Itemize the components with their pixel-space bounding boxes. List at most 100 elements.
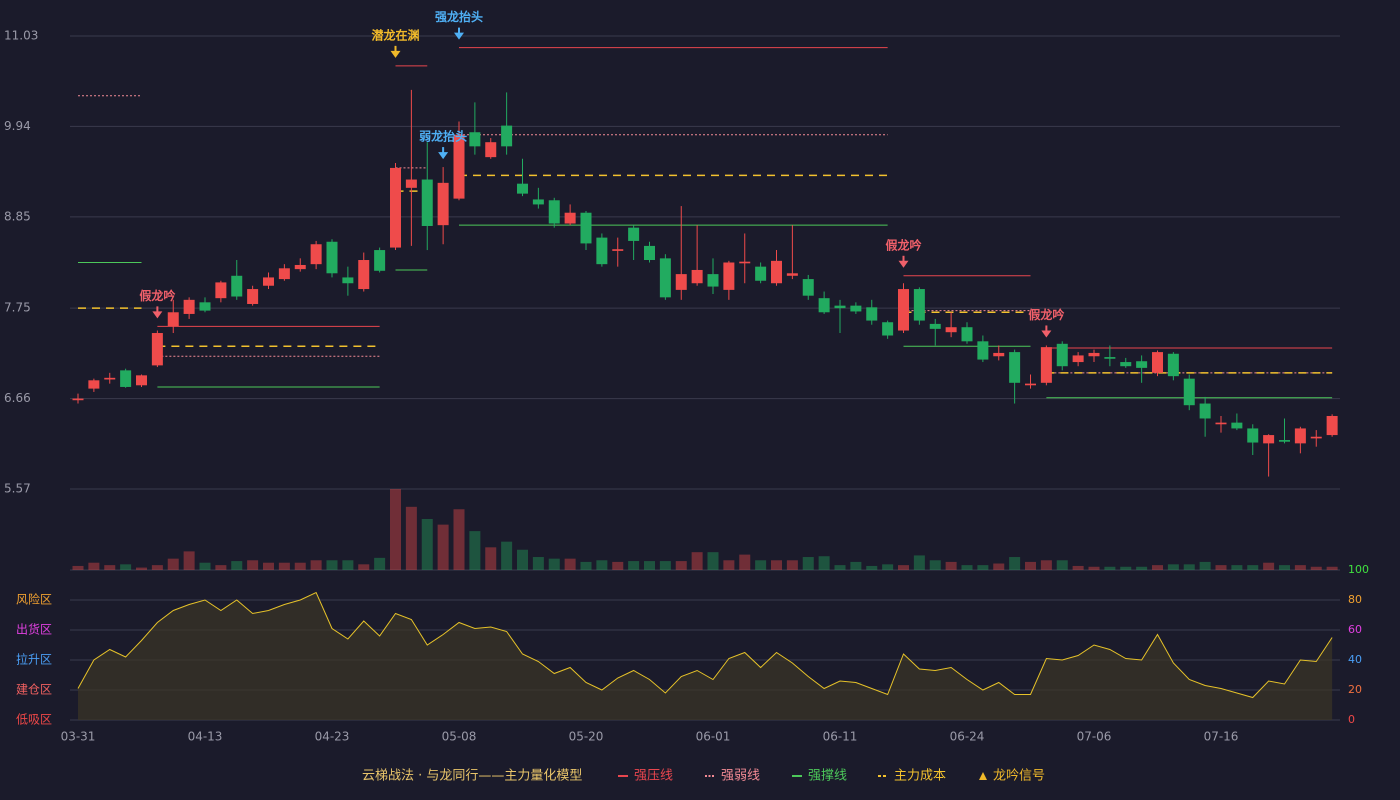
volume-bar: [659, 561, 671, 570]
candle-body: [136, 375, 147, 386]
indicator-tick-label: 0: [1348, 713, 1355, 726]
candle-body: [834, 305, 846, 309]
legend-label: 强弱线: [721, 769, 760, 784]
volume-bar: [1231, 565, 1243, 570]
y-tick-label: 8.85: [4, 209, 31, 223]
volume-bar: [183, 551, 195, 570]
volume-bar: [723, 560, 735, 570]
candle-body: [120, 370, 132, 387]
candle-body: [517, 183, 528, 194]
volume-bar: [644, 561, 655, 570]
candle-body: [151, 333, 163, 366]
volume-bar: [786, 560, 798, 570]
volume-bar: [691, 552, 703, 570]
volume-bar: [374, 557, 386, 570]
x-tick-label: 07-16: [1204, 730, 1239, 744]
candle-body: [739, 261, 751, 264]
volume-bar: [342, 560, 354, 570]
candle-body: [866, 307, 878, 321]
volume-bar: [1310, 566, 1322, 570]
y-tick-label: 11.03: [4, 29, 38, 43]
candle-body: [1183, 378, 1195, 406]
candle-body: [294, 264, 306, 270]
volume-bar: [405, 506, 417, 570]
volume-bar: [961, 565, 973, 570]
volume-bar: [596, 560, 608, 570]
volume-bar: [358, 564, 370, 570]
volume-bar: [945, 561, 957, 570]
volume-bar: [580, 561, 592, 570]
volume-bar: [755, 560, 767, 570]
signal-label: 强龙抬头: [435, 9, 483, 24]
x-tick-label: 06-11: [823, 730, 858, 744]
candle-body: [755, 266, 767, 281]
candle-body: [723, 262, 735, 290]
candle-body: [326, 241, 338, 274]
volume-bar: [136, 567, 147, 570]
volume-bar: [278, 562, 290, 570]
volume-bar: [882, 564, 894, 570]
candle-body: [898, 289, 909, 331]
candle-body: [532, 199, 544, 205]
indicator-tick-label: 40: [1348, 653, 1362, 666]
candle-body: [453, 134, 465, 199]
x-tick-label: 04-23: [315, 730, 350, 744]
volume-bar: [501, 541, 513, 570]
volume-bar: [263, 562, 274, 570]
volume-bar: [850, 561, 862, 570]
y-tick-label: 7.75: [4, 301, 31, 315]
candle-body: [628, 227, 640, 241]
candle-body: [993, 352, 1005, 357]
volume-bar: [167, 558, 179, 570]
candle-body: [1310, 436, 1322, 439]
candle-body: [247, 289, 259, 304]
volume-bar: [215, 565, 227, 570]
candle-body: [278, 268, 290, 280]
candle-body: [1199, 403, 1211, 419]
indicator-tick-label: 80: [1348, 593, 1362, 606]
volume-bar: [1263, 562, 1275, 570]
candle-body: [691, 269, 703, 284]
volume-bar: [1136, 566, 1148, 570]
candle-body: [596, 237, 608, 265]
candle-body: [1326, 415, 1338, 436]
volume-bar: [120, 564, 132, 570]
volume-bar: [1040, 560, 1052, 570]
candle-body: [929, 323, 941, 329]
zone-label: 拉升区: [16, 652, 52, 667]
volume-bar: [1199, 561, 1211, 570]
x-tick-label: 06-01: [696, 730, 731, 744]
y-tick-label: 9.94: [4, 119, 31, 133]
volume-bar: [421, 518, 433, 570]
volume-bar: [1294, 565, 1306, 570]
candle-body: [104, 377, 116, 380]
volume-bar: [199, 562, 211, 570]
signal-arrow: [390, 50, 401, 58]
candle-body: [675, 274, 687, 290]
signal-arrow: [1041, 330, 1052, 338]
volume-bar: [612, 561, 624, 570]
volume-bar: [485, 547, 497, 570]
volume-bar: [453, 509, 465, 570]
indicator-line: [77, 591, 1333, 699]
indicator-tick-label: 100: [1348, 563, 1369, 576]
signal-label: 潜龙在渊: [371, 27, 419, 42]
signal-label: 弱龙抬头: [419, 129, 467, 144]
volume-bar: [1009, 557, 1021, 570]
indicator-area: [78, 592, 1333, 720]
candle-body: [183, 299, 195, 314]
signal-label: 假龙吟: [1028, 307, 1064, 322]
legend-label: 主力成本: [894, 769, 946, 784]
volume-bar: [247, 560, 259, 570]
candle-body: [421, 179, 433, 226]
candle-body: [580, 212, 592, 244]
candle-body: [358, 260, 370, 290]
candle-body: [1040, 347, 1052, 383]
volume-bar: [707, 552, 719, 570]
candle-body: [771, 260, 782, 284]
legend-label: 强撑线: [808, 769, 847, 784]
signal-label: 假龙吟: [885, 237, 921, 252]
volume-bar: [628, 561, 640, 570]
signal-arrow: [438, 152, 449, 160]
volume-bar: [1088, 566, 1100, 570]
